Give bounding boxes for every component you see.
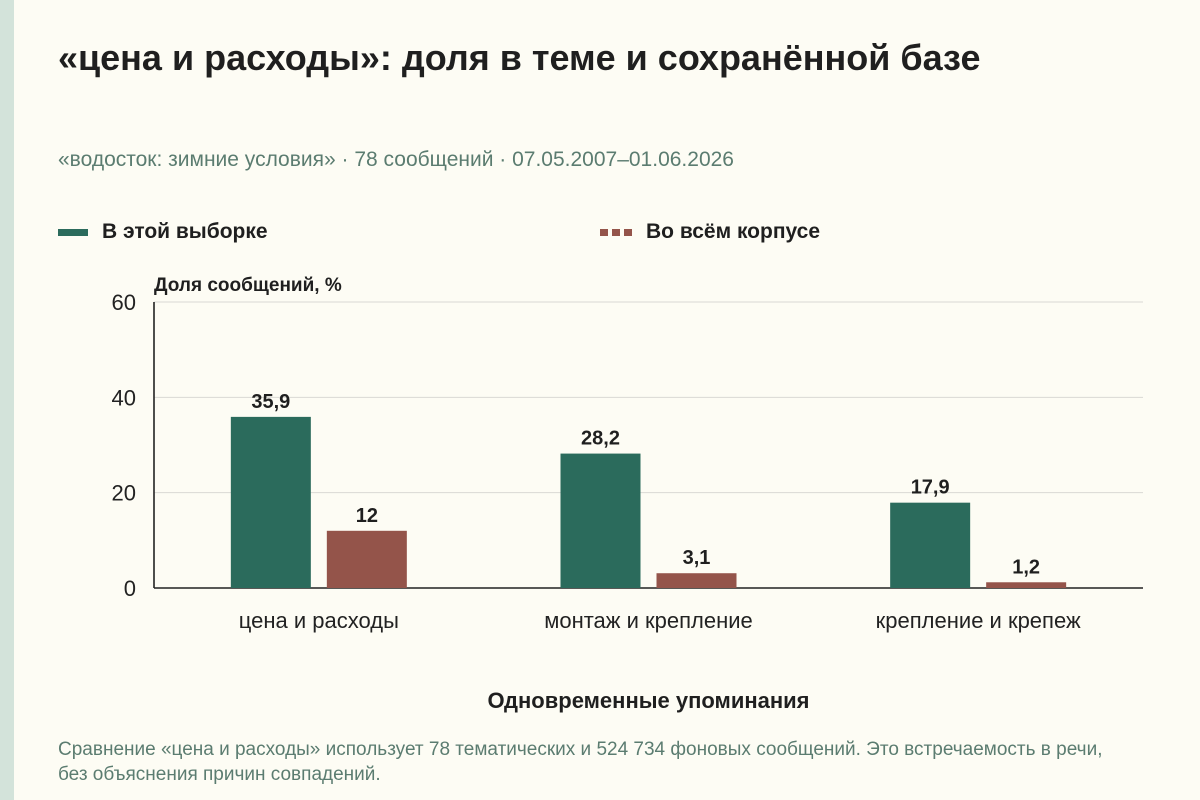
- legend-label-sample: В этой выборке: [102, 220, 268, 243]
- left-accent-stripe: [0, 0, 14, 800]
- chart-caption: Сравнение «цена и расходы» использует 78…: [58, 739, 1103, 785]
- bar-corpus: [326, 530, 407, 588]
- legend-item-corpus: Во всём корпусе: [600, 218, 820, 246]
- y-tick-label: 60: [112, 290, 136, 315]
- legend-label-corpus: Во всём корпусе: [646, 220, 821, 243]
- legend-swatch-sample: [58, 228, 88, 236]
- bar-value-label: 35,9: [251, 391, 290, 413]
- x-tick-label: монтаж и крепление: [544, 608, 753, 633]
- y-axis-label: Доля сообщений, %: [154, 275, 342, 296]
- bar-sample: [560, 453, 641, 588]
- x-tick-label: крепление и крепеж: [876, 608, 1081, 633]
- bar-sample: [230, 416, 311, 588]
- bar-corpus: [656, 573, 737, 588]
- chart-title: «цена и расходы»: доля в теме и сохранён…: [58, 37, 981, 78]
- bar-value-label: 12: [356, 505, 378, 527]
- y-tick-label: 0: [124, 576, 136, 601]
- bar-corpus: [986, 582, 1067, 588]
- x-tick-label: цена и расходы: [239, 608, 399, 633]
- bar-value-label: 3,1: [683, 547, 711, 569]
- bar-value-label: 28,2: [581, 428, 620, 450]
- y-tick-label: 20: [112, 481, 136, 506]
- bar-value-label: 17,9: [911, 477, 950, 499]
- bar-sample: [890, 502, 971, 588]
- y-tick-label: 40: [112, 385, 136, 410]
- chart-subtitle: «водосток: зимние условия» · 78 сообщени…: [58, 148, 734, 171]
- bar-value-label: 1,2: [1012, 556, 1040, 578]
- x-axis-label: Одновременные упоминания: [487, 688, 809, 713]
- legend-item-sample: В этой выборке: [58, 218, 268, 246]
- bar-chart: 0 20 40 60 Доля сообщений, % 35,9 12 цена и рас…: [112, 275, 1143, 713]
- legend-swatch-corpus: [600, 228, 632, 236]
